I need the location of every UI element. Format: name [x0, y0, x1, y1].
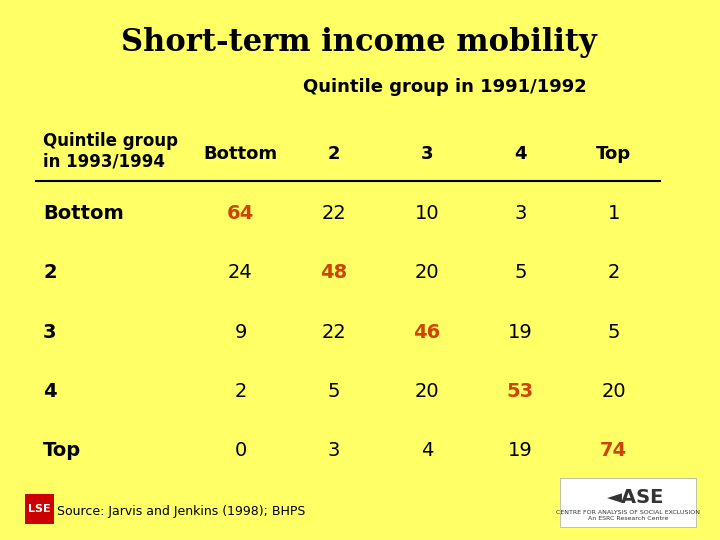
Text: 0: 0 [234, 441, 246, 461]
Text: 4: 4 [43, 382, 57, 401]
Text: 48: 48 [320, 263, 347, 282]
Text: Bottom: Bottom [43, 204, 124, 223]
Text: 3: 3 [514, 204, 526, 223]
Text: 19: 19 [508, 322, 533, 342]
Text: Quintile group
in 1993/1994: Quintile group in 1993/1994 [43, 132, 178, 171]
Text: Source: Jarvis and Jenkins (1998); BHPS: Source: Jarvis and Jenkins (1998); BHPS [58, 505, 306, 518]
Text: 3: 3 [43, 322, 57, 342]
Text: 4: 4 [514, 145, 526, 163]
Text: 2: 2 [234, 382, 247, 401]
Text: 3: 3 [420, 145, 433, 163]
Text: Short-term income mobility: Short-term income mobility [121, 27, 597, 58]
Text: Top: Top [596, 145, 631, 163]
Text: Quintile group in 1991/1992: Quintile group in 1991/1992 [303, 78, 587, 96]
Text: 53: 53 [507, 382, 534, 401]
Text: 20: 20 [415, 382, 439, 401]
Text: CENTRE FOR ANALYSIS OF SOCIAL EXCLUSION
An ESRC Research Centre: CENTRE FOR ANALYSIS OF SOCIAL EXCLUSION … [556, 510, 700, 521]
Text: 9: 9 [234, 322, 247, 342]
FancyBboxPatch shape [25, 494, 54, 524]
Text: 2: 2 [608, 263, 620, 282]
Text: 19: 19 [508, 441, 533, 461]
Text: LSE: LSE [28, 504, 51, 514]
Text: 20: 20 [415, 263, 439, 282]
Text: Top: Top [43, 441, 81, 461]
Text: 46: 46 [413, 322, 441, 342]
Text: 20: 20 [601, 382, 626, 401]
Text: Bottom: Bottom [203, 145, 277, 163]
Text: 5: 5 [328, 382, 340, 401]
Text: 2: 2 [328, 145, 340, 163]
Text: 4: 4 [421, 441, 433, 461]
Text: 5: 5 [608, 322, 620, 342]
Text: 2: 2 [43, 263, 57, 282]
Text: 22: 22 [321, 204, 346, 223]
Text: 10: 10 [415, 204, 439, 223]
Text: 64: 64 [227, 204, 254, 223]
FancyBboxPatch shape [560, 478, 696, 526]
Text: 5: 5 [514, 263, 526, 282]
Text: 22: 22 [321, 322, 346, 342]
Text: 1: 1 [608, 204, 620, 223]
Text: 74: 74 [600, 441, 627, 461]
Text: ◄ASE: ◄ASE [606, 488, 664, 508]
Text: 24: 24 [228, 263, 253, 282]
Text: 3: 3 [328, 441, 340, 461]
